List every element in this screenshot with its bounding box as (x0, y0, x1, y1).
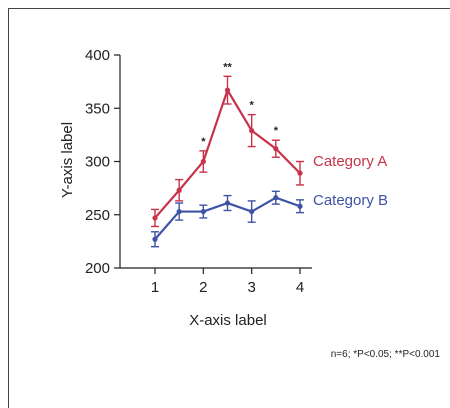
data-point (249, 128, 255, 134)
x-tick-label: 1 (151, 279, 159, 296)
y-tick-label: 400 (85, 47, 110, 64)
x-tick-label: 3 (247, 279, 255, 296)
significance-mark: * (274, 125, 279, 137)
data-point (200, 158, 206, 165)
data-point (224, 87, 231, 93)
data-point (152, 236, 158, 242)
data-point (200, 208, 206, 215)
data-point (224, 200, 231, 206)
footnote: n=6; *P<0.05; **P<0.001 (331, 349, 441, 360)
y-tick-label: 300 (85, 154, 110, 171)
x-tick-label: 2 (199, 279, 207, 296)
y-axis-label: Y-axis label (59, 122, 76, 198)
significance-mark: * (250, 100, 255, 112)
series-category-a: Category A (151, 75, 387, 228)
significance-mark: ** (223, 61, 232, 73)
x-tick-label: 4 (296, 279, 304, 296)
data-point (297, 203, 303, 209)
line-chart: 200 250 300 350 400 1 2 3 4 Y-axis label X-axis… (59, 47, 441, 360)
chart-frame (8, 8, 450, 408)
data-point (273, 195, 279, 201)
data-point (297, 170, 303, 176)
y-tick-label: 250 (85, 207, 110, 224)
legend-label: Category A (313, 153, 387, 170)
significance-mark: * (201, 136, 206, 148)
data-point (249, 208, 255, 215)
y-tick-label: 200 (85, 260, 110, 277)
y-tick-label: 350 (85, 100, 110, 117)
data-point (152, 215, 158, 221)
data-point (273, 146, 279, 152)
series-category-b: Category B (151, 190, 388, 248)
data-point (176, 208, 182, 215)
x-axis-label: X-axis label (189, 312, 267, 329)
legend-label: Category B (313, 192, 388, 209)
data-point (176, 187, 182, 193)
